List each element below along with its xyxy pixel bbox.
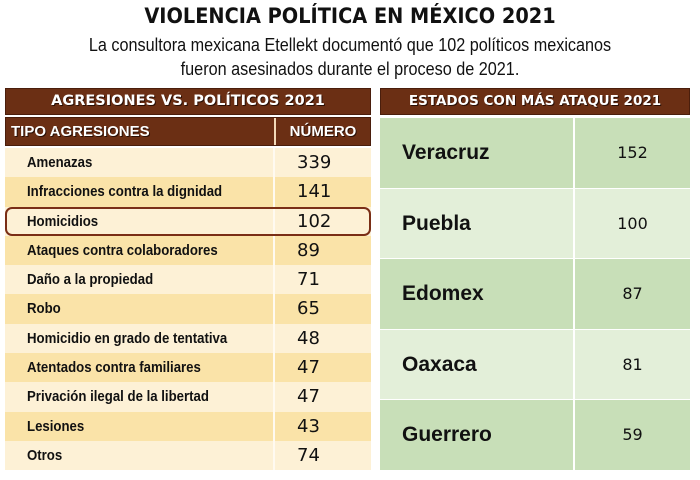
states-table-body: Veracruz 152 Puebla 100 Edomex 87 Oaxaca 81 Guer… bbox=[380, 118, 690, 471]
aggressions-table-body: Amenazas 339 Infracciones contra la dignid… bbox=[5, 148, 371, 471]
aggression-type-cell: Amenazas bbox=[5, 148, 275, 178]
aggression-count-cell: 89 bbox=[297, 239, 320, 261]
aggression-count-cell: 74 bbox=[297, 444, 320, 466]
aggression-type-label: Atentados contra familiares bbox=[27, 359, 201, 377]
table-row: Lesiones 43 bbox=[5, 411, 371, 441]
aggressions-table-header: TIPO AGRESIONES NÚMERO bbox=[5, 117, 371, 146]
aggression-count-cell: 47 bbox=[297, 357, 320, 379]
aggression-type-cell: Otros bbox=[5, 440, 275, 471]
table-row: Amenazas 339 bbox=[5, 148, 371, 178]
state-count-cell: 152 bbox=[617, 143, 648, 162]
state-name-cell: Oaxaca bbox=[380, 329, 575, 399]
state-count-cell: 81 bbox=[622, 354, 643, 374]
state-count-cell: 87 bbox=[622, 284, 643, 303]
state-name-cell: Puebla bbox=[380, 188, 575, 258]
table-row: Oaxaca 81 bbox=[380, 329, 690, 400]
aggression-type-label: Robo bbox=[27, 300, 61, 318]
table-row: Edomex 87 bbox=[380, 259, 690, 330]
subtitle-line-1: La consultora mexicana Etellekt document… bbox=[88, 35, 612, 55]
aggressions-table: AGRESIONES VS. POLÍTICOS 2021 TIPO AGRES… bbox=[5, 88, 371, 471]
aggression-count-cell: 71 bbox=[297, 269, 320, 291]
table-row: Veracruz 152 bbox=[380, 118, 690, 189]
aggression-type-cell: Homicidio en grado de tentativa bbox=[5, 323, 275, 354]
aggression-type-label: Homicidios bbox=[27, 212, 99, 230]
aggression-type-label: Homicidio en grado de tentativa bbox=[27, 329, 228, 347]
table-row: Robo 65 bbox=[5, 294, 371, 324]
aggression-count-cell: 47 bbox=[297, 386, 320, 408]
table-row: Daño a la propiedad 71 bbox=[5, 265, 371, 295]
subtitle-line-2: fueron asesinados durante el proceso de … bbox=[180, 59, 520, 79]
aggression-count-cell: 48 bbox=[297, 327, 320, 349]
state-count-cell: 59 bbox=[622, 425, 643, 444]
aggression-type-label: Lesiones bbox=[27, 417, 85, 435]
aggression-count-cell: 65 bbox=[297, 298, 320, 320]
column-header-numero: NÚMERO bbox=[289, 123, 357, 140]
table-row: Ataques contra colaboradores 89 bbox=[5, 235, 371, 266]
aggression-count-cell: 339 bbox=[297, 152, 332, 173]
aggressions-table-title: AGRESIONES VS. POLÍTICOS 2021 bbox=[5, 88, 371, 115]
aggression-type-cell: Privación ilegal de la libertad bbox=[5, 382, 275, 412]
state-name-cell: Veracruz bbox=[380, 118, 575, 188]
aggression-type-label: Infracciones contra la dignidad bbox=[27, 183, 223, 201]
table-row: Atentados contra familiares 47 bbox=[5, 353, 371, 383]
table-row: Puebla 100 bbox=[380, 188, 690, 259]
aggression-type-cell: Infracciones contra la dignidad bbox=[5, 177, 275, 207]
aggression-type-cell: Lesiones bbox=[5, 411, 275, 441]
aggression-count-cell: 102 bbox=[297, 210, 332, 232]
aggression-type-label: Ataques contra colaboradores bbox=[27, 241, 218, 259]
aggression-type-label: Otros bbox=[27, 446, 63, 464]
table-row: Privación ilegal de la libertad 47 bbox=[5, 382, 371, 412]
table-row: Guerrero 59 bbox=[380, 400, 690, 471]
column-header-tipo: TIPO AGRESIONES bbox=[6, 118, 276, 145]
states-table-title: ESTADOS CON MÁS ATAQUE 2021 bbox=[380, 88, 690, 115]
aggression-type-label: Privación ilegal de la libertad bbox=[27, 388, 209, 406]
table-row: Otros 74 bbox=[5, 440, 371, 471]
page-title: VIOLENCIA POLÍTICA EN MÉXICO 2021 bbox=[144, 4, 556, 28]
state-count-cell: 100 bbox=[617, 213, 648, 233]
states-table: ESTADOS CON MÁS ATAQUE 2021 Veracruz 152 P… bbox=[380, 88, 690, 471]
aggression-type-cell: Atentados contra familiares bbox=[5, 353, 275, 383]
aggression-type-cell: Robo bbox=[5, 294, 275, 324]
aggression-type-cell: Ataques contra colaboradores bbox=[5, 235, 275, 266]
table-row: Homicidios 102 bbox=[5, 206, 371, 236]
state-name-cell: Edomex bbox=[380, 259, 575, 329]
aggression-count-cell: 141 bbox=[297, 181, 332, 203]
table-row: Infracciones contra la dignidad 141 bbox=[5, 177, 371, 207]
table-row: Homicidio en grado de tentativa 48 bbox=[5, 323, 371, 354]
state-name-cell: Guerrero bbox=[380, 400, 575, 470]
aggression-type-cell: Homicidios bbox=[5, 206, 275, 236]
aggression-type-label: Amenazas bbox=[27, 154, 93, 171]
aggression-type-label: Daño a la propiedad bbox=[27, 271, 154, 289]
aggression-type-cell: Daño a la propiedad bbox=[5, 265, 275, 295]
aggression-count-cell: 43 bbox=[297, 415, 320, 437]
